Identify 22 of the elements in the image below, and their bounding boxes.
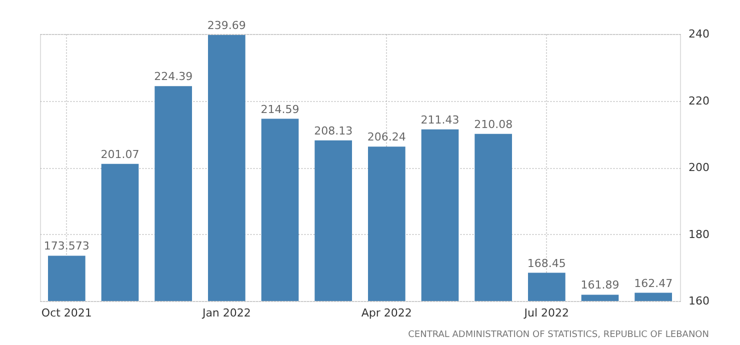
data-label: 173.573 (44, 240, 90, 253)
data-label: 211.43 (420, 113, 460, 126)
data-label: 239.69 (207, 19, 246, 32)
y-tick-label: 180 (688, 228, 710, 241)
y-tick-label: 160 (688, 294, 710, 308)
x-tick-label: Apr 2022 (361, 306, 412, 320)
data-label: 161.89 (580, 278, 620, 292)
x-tick-label: Oct 2021 (41, 306, 92, 320)
data-label: 162.47 (634, 276, 673, 290)
data-label: 208.13 (314, 124, 353, 138)
y-tick-label: 220 (688, 94, 710, 108)
text: CENTRAL ADMINISTRATION OF STATISTICS, REPUBLIC OF LEBANON (408, 330, 709, 340)
data-label: 168.45 (527, 256, 566, 270)
y-tick-label: 240 (688, 28, 710, 40)
x-tick-label: Jul 2022 (523, 306, 570, 320)
data-label: 201.07 (100, 148, 140, 161)
y-tick-label: 200 (688, 161, 710, 174)
data-label: 206.24 (367, 130, 406, 144)
data-label: 224.39 (154, 70, 193, 84)
x-tick-label: Jan 2022 (201, 306, 251, 320)
data-label: 210.08 (474, 118, 513, 131)
data-label: 214.59 (260, 102, 300, 116)
